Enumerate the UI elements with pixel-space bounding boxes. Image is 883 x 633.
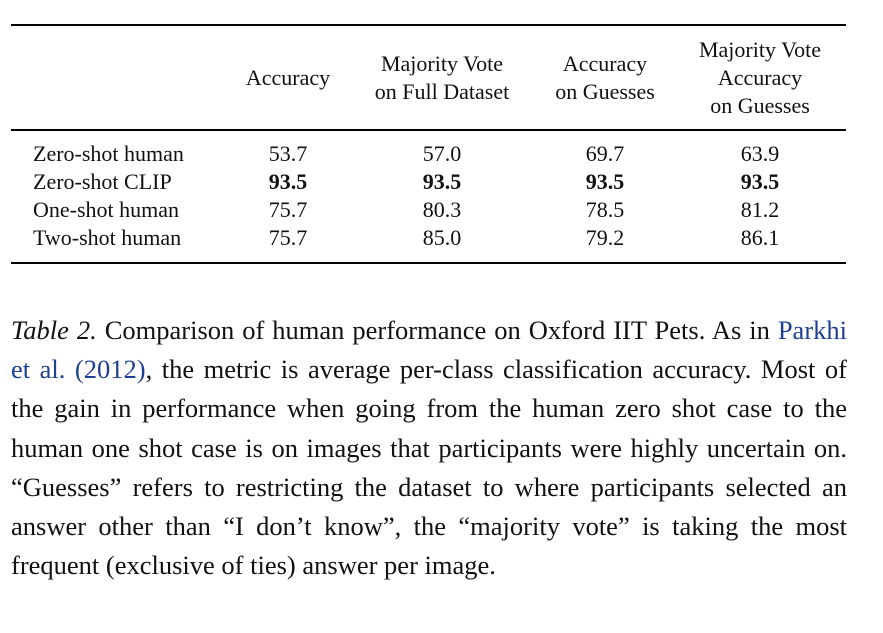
header-line: Majority Vote — [380, 50, 504, 76]
table-cell: 75.7 — [268, 225, 308, 250]
column-header-accuracy-guesses: Accuracy on Guesses — [535, 26, 675, 129]
header-line: on Guesses — [555, 78, 655, 104]
table-cell: 75.7 — [268, 197, 308, 222]
header-line: Accuracy — [245, 64, 331, 90]
table-cell: 78.5 — [585, 197, 625, 222]
header-line: Accuracy — [717, 64, 803, 90]
table-cell: 93.5 — [422, 169, 462, 194]
table-cell: 81.2 — [740, 197, 780, 222]
table-bottom-rule — [11, 262, 846, 264]
table-cell: 85.0 — [422, 225, 462, 250]
caption-label: Table 2. — [11, 315, 97, 345]
table-header-rule — [11, 129, 846, 131]
row-label: Two-shot human — [33, 225, 182, 250]
citation-year: 2012 — [83, 354, 137, 385]
row-label: Zero-shot CLIP — [33, 169, 172, 194]
header-line: on Guesses — [710, 92, 810, 118]
caption-text: , the metric is average per-class classi… — [11, 354, 847, 581]
table-cell: 93.5 — [585, 169, 625, 194]
header-line: on Full Dataset — [374, 78, 510, 104]
header-line: Majority Vote — [698, 36, 822, 62]
table-top-rule — [11, 24, 846, 26]
table-cell: 63.9 — [740, 141, 780, 166]
citation-author: Parkhi et al. — [11, 315, 847, 385]
table-caption: Table 2. Comparison of human performance… — [11, 311, 847, 585]
table-cell: 93.5 — [268, 169, 308, 194]
row-label: Zero-shot human — [33, 141, 184, 166]
table-cell: 53.7 — [268, 141, 308, 166]
header-line: Accuracy — [562, 50, 648, 76]
citation-link[interactable]: Parkhi et al. (2012) — [11, 315, 847, 385]
table-cell: 79.2 — [585, 225, 625, 250]
table-cell: 69.7 — [585, 141, 625, 166]
column-header-majority-vote-full: Majority Vote on Full Dataset — [357, 26, 527, 129]
table-cell: 80.3 — [422, 197, 462, 222]
column-header-accuracy: Accuracy — [228, 26, 348, 129]
table-cell: 93.5 — [740, 169, 780, 194]
caption-text: Comparison of human performance on Oxfor… — [96, 315, 778, 345]
column-header-majority-vote-guesses: Majority Vote Accuracy on Guesses — [680, 26, 840, 129]
table-cell: 86.1 — [740, 225, 780, 250]
row-label: One-shot human — [33, 197, 180, 222]
table-cell: 57.0 — [422, 141, 462, 166]
